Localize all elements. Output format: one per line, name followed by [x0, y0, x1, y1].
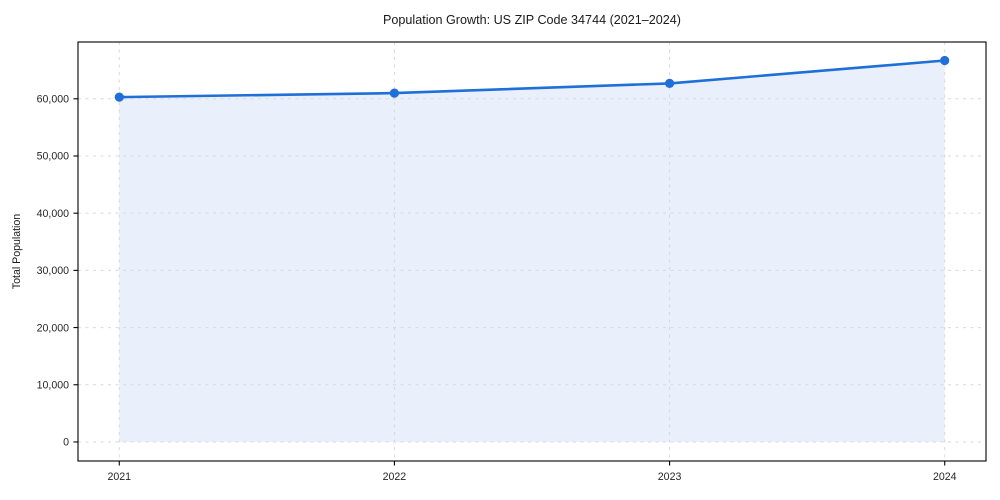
data-point	[665, 78, 675, 88]
y-tick-label: 30,000	[37, 265, 70, 277]
y-tick-label: 10,000	[37, 379, 70, 391]
x-tick-label: 2024	[933, 471, 957, 483]
data-line	[118, 59, 946, 99]
y-tick-label: 50,000	[37, 151, 70, 163]
y-tick-label: 0	[63, 437, 69, 449]
y-axis-label: Total Population	[11, 214, 23, 289]
data-point	[940, 55, 950, 66]
data-point	[114, 92, 124, 102]
grid-layer	[78, 42, 986, 461]
x-tick-label: 2021	[107, 471, 131, 483]
data-point	[389, 88, 399, 98]
x-tick-label: 2023	[658, 471, 682, 483]
y-tick-label: 60,000	[37, 93, 70, 105]
plot-border	[77, 41, 987, 462]
axis-layer: 0 10,000 20,000 30,000 40,000 50,000 60,000 202…	[37, 93, 957, 483]
y-tick-label: 40,000	[37, 208, 70, 220]
x-tick-label: 2022	[383, 471, 407, 483]
y-tick-label: 20,000	[37, 322, 70, 334]
series-layer	[114, 55, 950, 102]
chart-title: Population Growth: US ZIP Code 34744 (20…	[383, 13, 681, 27]
